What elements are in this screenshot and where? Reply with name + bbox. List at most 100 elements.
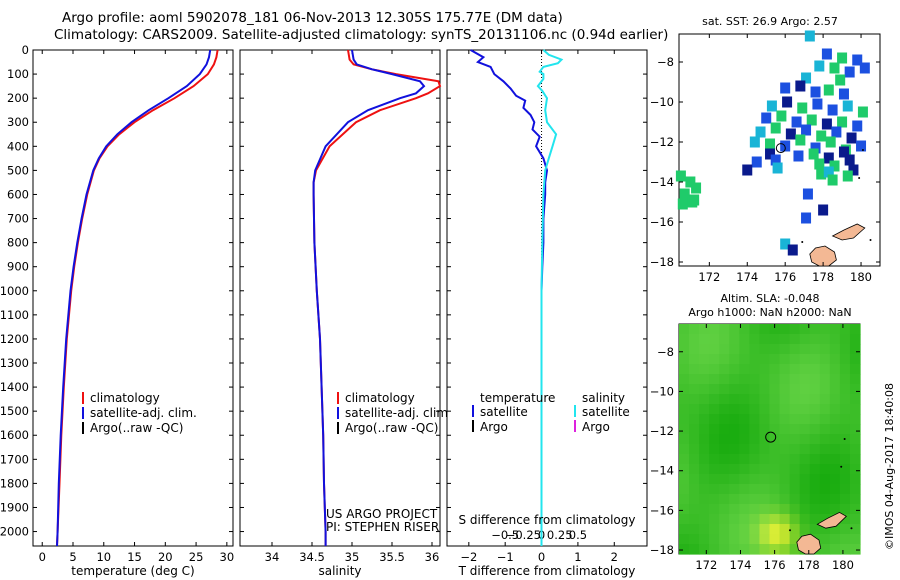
- sla-cell: [799, 424, 811, 435]
- sla-cell: [749, 534, 761, 545]
- sla-cell: [689, 404, 700, 415]
- sla-cell: [749, 344, 761, 355]
- sla-cell: [739, 384, 750, 395]
- sla-cell: [819, 424, 831, 435]
- sla-cell: [839, 324, 851, 335]
- sla-cell: [759, 494, 771, 505]
- sla-cell: [819, 404, 831, 415]
- sst-cell: [842, 170, 853, 182]
- map-lat-label: −10: [650, 384, 674, 398]
- sla-cell: [849, 374, 861, 385]
- sla-cell: [759, 424, 771, 435]
- x-tick-label: −1: [497, 550, 514, 564]
- sla-cell: [809, 404, 821, 415]
- sla-cell: [779, 424, 791, 435]
- sst-cell: [677, 198, 688, 210]
- sla-cell: [679, 324, 690, 335]
- sla-cell: [679, 364, 690, 375]
- sla-cell: [849, 424, 861, 435]
- x-tick-label: 36: [425, 550, 440, 564]
- credit-pi: PI: STEPHEN RISER: [326, 520, 439, 534]
- depth-tick-label: 1800: [0, 476, 29, 490]
- t-difference-label: T difference from climatology: [458, 564, 636, 578]
- sla-cell: [719, 524, 730, 535]
- sla-cell: [799, 414, 811, 425]
- sst-cell: [679, 188, 690, 200]
- temperature-series: [56, 49, 219, 547]
- sla-cell: [759, 474, 771, 485]
- sla-cell: [819, 334, 831, 345]
- sla-cell: [799, 494, 811, 505]
- sla-cell: [709, 484, 720, 495]
- sst-cell: [787, 244, 798, 256]
- sst-cell: [793, 150, 804, 162]
- sla-cell: [719, 544, 730, 555]
- sla-cell: [719, 514, 730, 525]
- map-lon-label: 172: [698, 270, 720, 284]
- sla-cell: [779, 534, 791, 545]
- sla-cell: [699, 444, 710, 455]
- sla-cell: [709, 354, 720, 365]
- sla-cell: [819, 454, 831, 465]
- map-lon-label: 180: [832, 558, 854, 572]
- sla-cell: [759, 454, 771, 465]
- sla-cell: [729, 324, 740, 335]
- sla-cell: [689, 464, 700, 475]
- sla-cell: [709, 434, 720, 445]
- sla-cell: [799, 334, 811, 345]
- salinity-legend: climatology satellite-adj. clim. Argo(..…: [337, 391, 452, 435]
- sla-cell: [829, 494, 841, 505]
- x-tick-label: 34.5: [299, 550, 325, 564]
- sla-cell: [809, 324, 821, 335]
- sla-cell: [729, 544, 740, 555]
- sla-cell: [829, 374, 841, 385]
- map-lat-label: −14: [650, 464, 674, 478]
- map-lat-label: −8: [657, 55, 674, 69]
- sla-cell: [729, 454, 740, 465]
- sst-cell: [821, 48, 832, 60]
- sla-cell: [789, 514, 801, 525]
- map-lon-label: 174: [736, 270, 758, 284]
- sla-cell: [839, 444, 851, 455]
- sla-map-ticks: 172 174 176 178 180 −18 −16 −14 −12 −10 −8: [650, 324, 860, 572]
- x-tick-label: 25: [189, 550, 204, 564]
- depth-tick-label: 1400: [0, 380, 29, 394]
- sst-cell: [823, 152, 834, 164]
- sst-cell: [808, 148, 819, 160]
- sst-cell: [837, 52, 848, 64]
- sla-cell: [839, 534, 851, 545]
- sla-cell: [719, 474, 730, 485]
- sla-cell: [799, 514, 811, 525]
- sla-cell: [759, 534, 771, 545]
- sla-cell: [709, 444, 720, 455]
- sla-cell: [819, 534, 831, 545]
- sla-cell: [749, 494, 761, 505]
- sla-cell: [799, 374, 811, 385]
- sla-cell: [699, 484, 710, 495]
- sla-cell: [709, 424, 720, 435]
- sla-cell: [789, 334, 801, 345]
- sla-cell: [799, 474, 811, 485]
- sla-cell: [739, 454, 750, 465]
- sla-cell: [719, 364, 730, 375]
- sla-cell: [819, 364, 831, 375]
- sst-cell: [846, 132, 857, 144]
- sla-cell: [739, 394, 750, 405]
- sla-cell: [829, 414, 841, 425]
- sla-cell: [849, 514, 861, 525]
- sla-cell: [809, 524, 821, 535]
- sla-cell: [809, 344, 821, 355]
- sla-cell: [679, 334, 690, 345]
- sla-cell: [849, 414, 861, 425]
- s-tick-label: 0.5: [569, 528, 587, 542]
- sla-cell: [729, 534, 740, 545]
- sla-cell: [719, 444, 730, 455]
- sla-cell: [689, 444, 700, 455]
- sla-cell: [819, 374, 831, 385]
- sla-cell: [839, 354, 851, 365]
- sla-cell: [829, 544, 841, 555]
- sla-cell: [689, 334, 700, 345]
- depth-tick-label: 200: [7, 91, 29, 105]
- sla-cell: [679, 544, 690, 555]
- sla-cell: [829, 334, 841, 345]
